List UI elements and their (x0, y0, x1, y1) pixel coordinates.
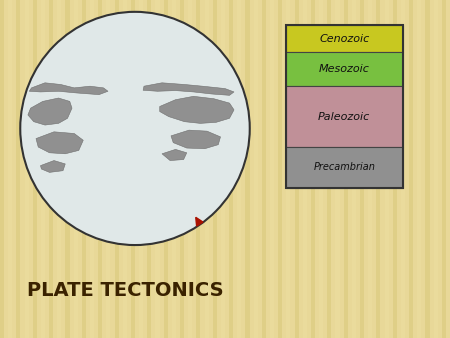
Bar (245, 0, 250, 338)
Bar (188, 0, 192, 338)
Bar (237, 0, 241, 338)
Polygon shape (36, 132, 83, 154)
Text: Precambrian: Precambrian (313, 162, 375, 172)
Polygon shape (160, 96, 234, 123)
Bar (286, 52, 403, 86)
Bar (172, 0, 176, 338)
Bar (8, 0, 12, 338)
Bar (33, 0, 37, 338)
Bar (254, 0, 258, 338)
Bar (434, 0, 438, 338)
Bar (196, 0, 200, 338)
Bar (270, 0, 274, 338)
Bar (368, 0, 372, 338)
Bar (155, 0, 160, 338)
Bar (319, 0, 323, 338)
Bar (164, 0, 168, 338)
Text: Mesozoic: Mesozoic (319, 64, 370, 74)
Bar (376, 0, 380, 338)
Bar (344, 0, 348, 338)
Ellipse shape (20, 12, 250, 245)
Polygon shape (40, 161, 65, 172)
Bar (360, 0, 364, 338)
Polygon shape (162, 149, 187, 161)
Text: Cenozoic: Cenozoic (319, 34, 369, 44)
Bar (278, 0, 282, 338)
Polygon shape (196, 217, 203, 226)
Bar (25, 0, 29, 338)
Bar (98, 0, 102, 338)
Bar (147, 0, 151, 338)
Bar (286, 25, 403, 188)
Bar (303, 0, 307, 338)
Bar (106, 0, 110, 338)
Bar (90, 0, 94, 338)
Bar (74, 0, 78, 338)
Bar (41, 0, 45, 338)
Text: Paleozoic: Paleozoic (318, 112, 370, 122)
Bar (409, 0, 413, 338)
Bar (286, 86, 403, 147)
Bar (65, 0, 70, 338)
Bar (393, 0, 397, 338)
Bar (425, 0, 430, 338)
Bar (16, 0, 20, 338)
Bar (335, 0, 340, 338)
Bar (286, 0, 290, 338)
Bar (82, 0, 86, 338)
Bar (295, 0, 299, 338)
Bar (49, 0, 53, 338)
Bar (131, 0, 135, 338)
Bar (352, 0, 356, 338)
Bar (0, 0, 4, 338)
Bar (311, 0, 315, 338)
Bar (123, 0, 127, 338)
Polygon shape (28, 98, 72, 125)
Bar (221, 0, 225, 338)
Bar (205, 0, 209, 338)
Bar (401, 0, 405, 338)
Bar (115, 0, 119, 338)
Polygon shape (29, 83, 108, 95)
Bar (213, 0, 217, 338)
Bar (286, 25, 403, 52)
Bar (327, 0, 331, 338)
Bar (180, 0, 184, 338)
Bar (286, 147, 403, 188)
Bar (139, 0, 143, 338)
Polygon shape (171, 130, 220, 149)
Bar (417, 0, 421, 338)
Bar (229, 0, 233, 338)
Bar (442, 0, 446, 338)
Bar (385, 0, 389, 338)
Bar (262, 0, 266, 338)
Text: PLATE TECTONICS: PLATE TECTONICS (27, 281, 224, 300)
Polygon shape (143, 83, 234, 95)
Bar (57, 0, 61, 338)
